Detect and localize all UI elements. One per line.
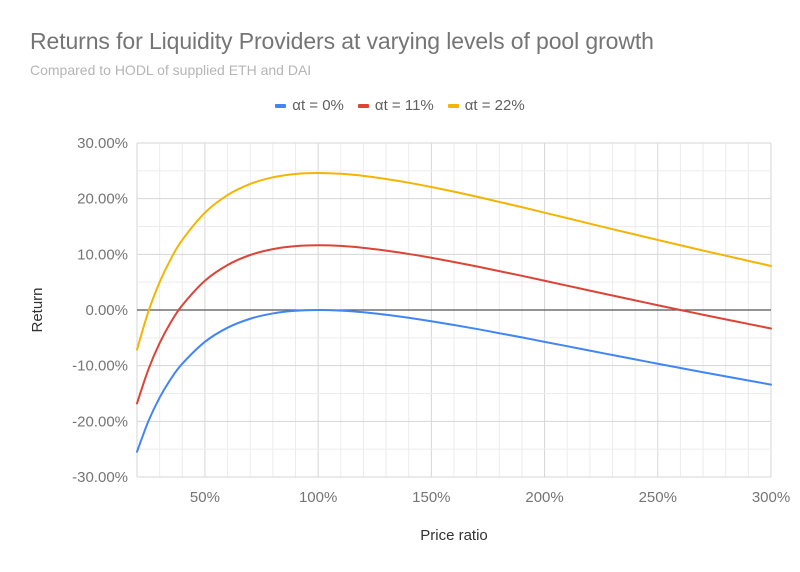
y-axis-title: Return [29, 287, 46, 332]
legend: αt = 0% αt = 11% αt = 22% [0, 97, 800, 114]
legend-label-series-1: αt = 11% [374, 97, 434, 114]
series-line-2[interactable] [136, 171, 772, 351]
x-axis-title: Price ratio [420, 527, 488, 544]
series-line-0[interactable] [136, 308, 772, 453]
series-line-1[interactable] [136, 244, 772, 405]
series-lines [136, 171, 772, 453]
y-tick-label: -10.00% [72, 358, 128, 375]
chart-title: Returns for Liquidity Providers at varyi… [30, 28, 654, 54]
x-tick-label: 100% [299, 489, 337, 506]
y-axis-ticks: 30.00% 20.00% 10.00% 0.00% -10.00% -20.00% -30… [72, 135, 128, 486]
legend-label-series-0: αt = 0% [292, 97, 344, 114]
legend-label-series-2: αt = 22% [464, 97, 525, 114]
x-axis-ticks: 50% 100% 150% 200% 250% 300% [190, 489, 790, 506]
legend-item-series-0[interactable]: αt = 0% [275, 97, 344, 114]
x-tick-label: 200% [525, 489, 563, 506]
x-tick-label: 50% [190, 489, 220, 506]
chart-subtitle: Compared to HODL of supplied ETH and DAI [30, 62, 312, 78]
y-tick-label: 0.00% [85, 302, 128, 319]
legend-swatch-series-2 [447, 103, 459, 108]
x-tick-label: 300% [752, 489, 790, 506]
y-tick-label: 10.00% [77, 246, 128, 263]
legend-item-series-1[interactable]: αt = 11% [357, 97, 434, 114]
legend-swatch-series-1 [357, 103, 369, 108]
legend-swatch-series-0 [275, 103, 287, 108]
y-tick-label: 30.00% [77, 135, 128, 152]
y-tick-label: -30.00% [72, 469, 128, 486]
legend-item-series-2[interactable]: αt = 22% [447, 97, 525, 114]
x-tick-label: 150% [412, 489, 450, 506]
y-tick-label: -20.00% [72, 413, 128, 430]
y-tick-label: 20.00% [77, 191, 128, 208]
x-tick-label: 250% [639, 489, 677, 506]
